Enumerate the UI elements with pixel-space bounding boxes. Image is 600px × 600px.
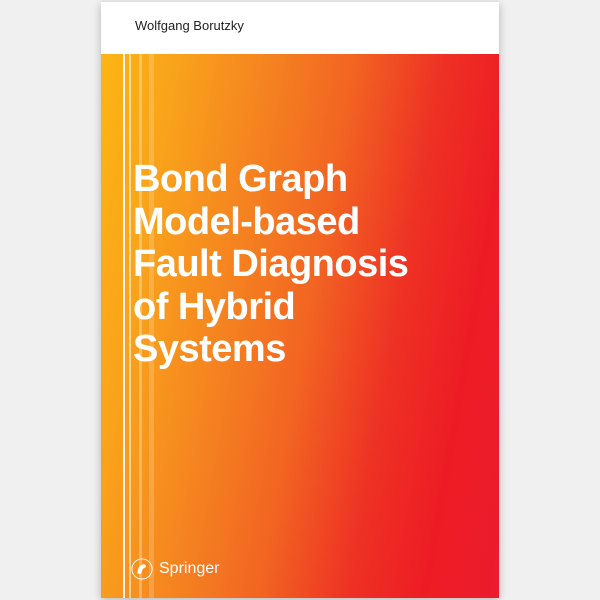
book-cover: Wolfgang Borutzky Bond Graph Model-based…: [101, 2, 499, 598]
vertical-stripe: [123, 54, 125, 598]
publisher-name: Springer: [159, 560, 219, 578]
author-name: Wolfgang Borutzky: [135, 18, 244, 33]
publisher-block: Springer: [131, 558, 219, 580]
title-line: Systems: [133, 328, 479, 371]
title-line: Model-based: [133, 201, 479, 244]
title-line: of Hybrid: [133, 286, 479, 329]
book-title: Bond Graph Model-based Fault Diagnosis o…: [133, 158, 479, 371]
vertical-stripe: [129, 54, 131, 598]
springer-horse-icon: [131, 558, 153, 580]
title-line: Fault Diagnosis: [133, 243, 479, 286]
title-line: Bond Graph: [133, 158, 479, 201]
